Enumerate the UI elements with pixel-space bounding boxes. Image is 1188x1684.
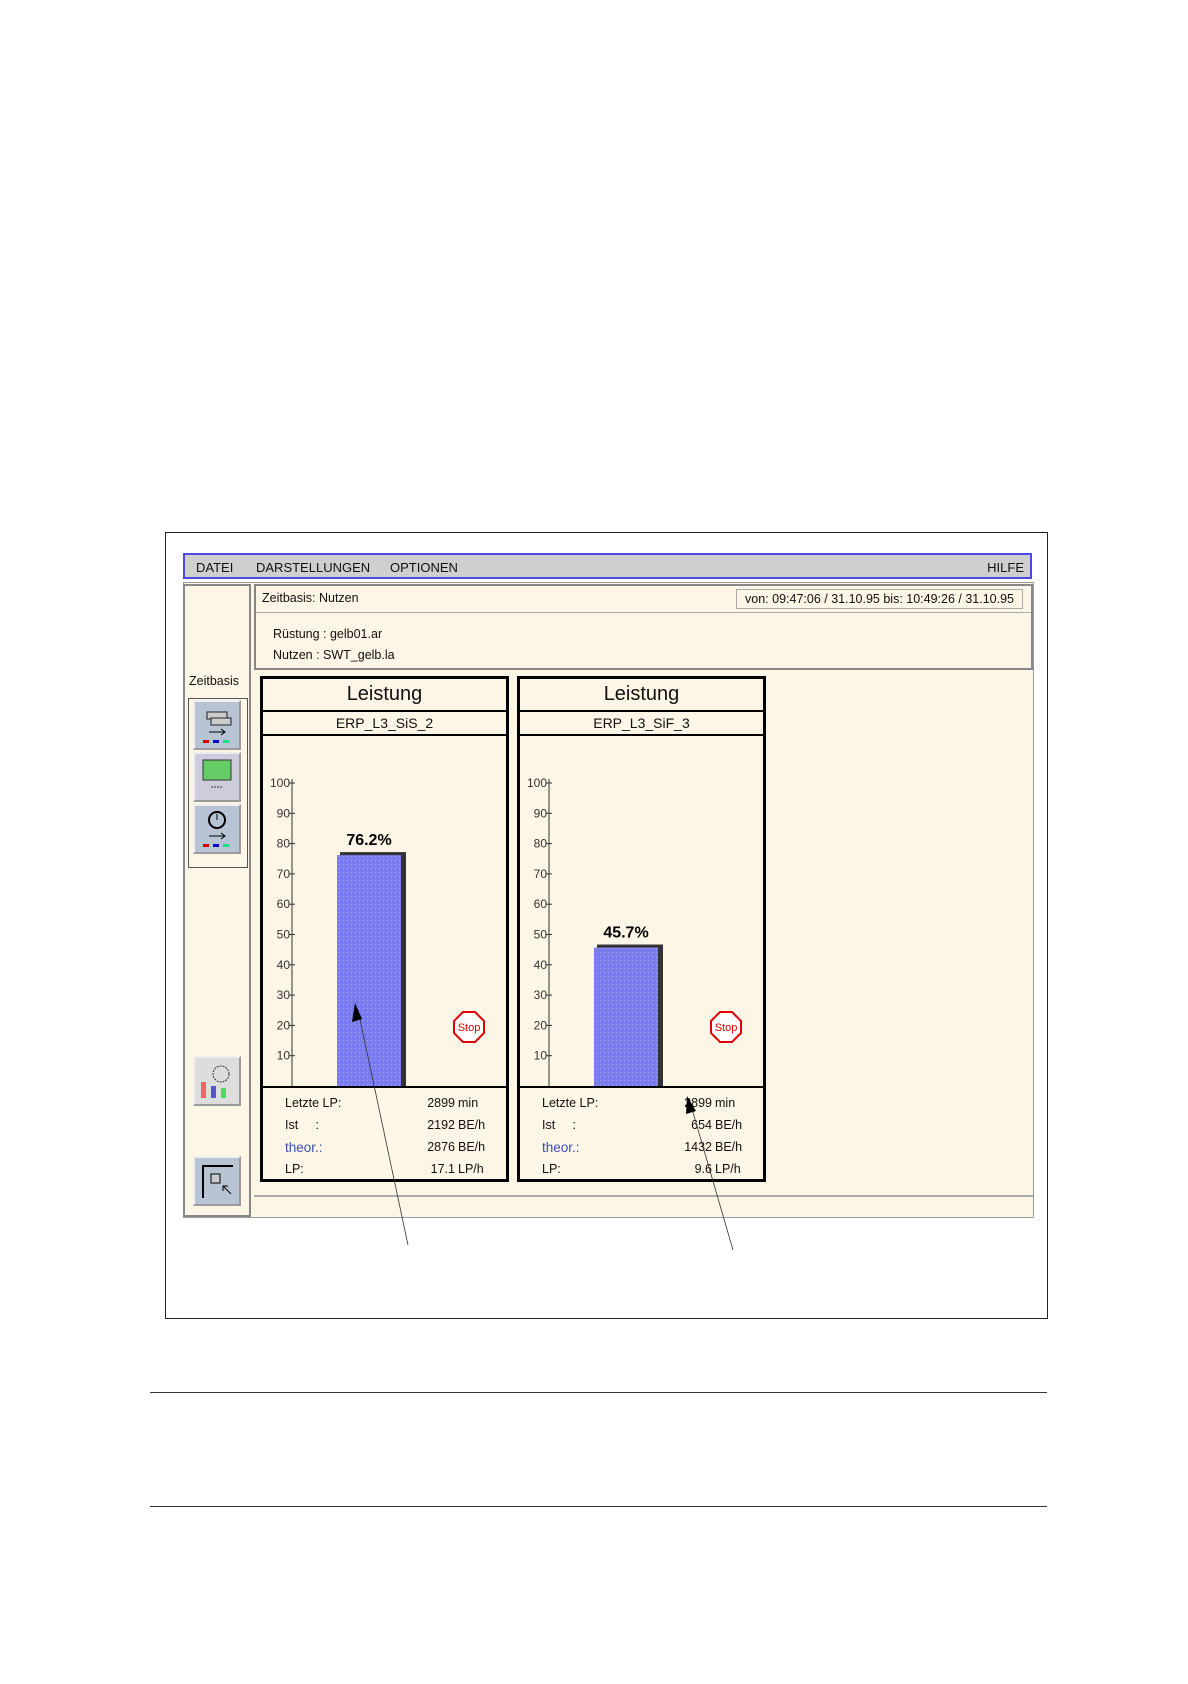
- y-tick-label: 20: [277, 1018, 291, 1032]
- y-tick-label: 90: [534, 806, 548, 820]
- stat-unit: BE/h: [715, 1140, 743, 1154]
- stat-label: Ist :: [285, 1118, 320, 1132]
- leistung-panel-1: Leistung ERP_L3_SiS_2 10 20 30 40 50 60 70 80 90…: [260, 676, 509, 1182]
- stat-row: Letzte LP: 2899 min: [285, 1096, 506, 1118]
- stat-label: theor.:: [542, 1140, 580, 1155]
- bar-chart: 10 20 30 40 50 60 70 80 90 100 76.2% Stop: [270, 776, 485, 1086]
- stack-arrow-icon[interactable]: [193, 700, 241, 750]
- menu-hilfe[interactable]: HILFE: [987, 560, 1024, 575]
- stat-value: 2192: [427, 1118, 455, 1132]
- stat-unit: BE/h: [458, 1118, 486, 1132]
- y-tick-label: 10: [534, 1049, 548, 1063]
- menu-datei[interactable]: DATEI: [196, 560, 234, 575]
- y-tick-label: 60: [277, 897, 291, 911]
- stat-row: LP: 17.1 LP/h: [285, 1162, 506, 1184]
- y-tick-label: 20: [534, 1018, 548, 1032]
- stop-icon: Stop: [453, 1011, 485, 1043]
- figure-frame: [165, 532, 1048, 1319]
- y-tick-label: 100: [270, 776, 290, 790]
- bar-value-label: 45.7%: [603, 925, 648, 942]
- panel-title: Leistung: [263, 679, 506, 712]
- divider: [150, 1392, 1047, 1393]
- stat-row: Ist : 654 BE/h: [542, 1118, 763, 1140]
- stat-value: 654: [691, 1118, 712, 1132]
- y-tick-label: 40: [277, 958, 291, 972]
- stat-value: 9.6: [694, 1162, 712, 1176]
- menu-optionen[interactable]: OPTIONEN: [390, 560, 458, 575]
- bar-value-label: 76.2%: [346, 832, 391, 849]
- stat-unit: LP/h: [458, 1162, 484, 1176]
- y-tick-label: 30: [534, 988, 548, 1002]
- y-tick-label: 90: [277, 806, 291, 820]
- header-panel: Zeitbasis: Nutzen von: 09:47:06 / 31.10.…: [254, 584, 1033, 670]
- stat-unit: BE/h: [715, 1118, 743, 1132]
- stats-table: Letzte LP: 2899 min Ist : 654 BE/h theor.:…: [520, 1086, 763, 1179]
- bar: [337, 855, 401, 1086]
- panel-subtitle: ERP_L3_SiF_3: [520, 712, 763, 736]
- stat-label: Ist :: [542, 1118, 577, 1132]
- stat-row: theor.: 2876 BE/h: [285, 1140, 506, 1162]
- stat-row: theor.: 1432 BE/h: [542, 1140, 763, 1162]
- stat-value: 17.1: [430, 1162, 455, 1176]
- stop-label: Stop: [715, 1022, 738, 1034]
- stat-unit: min: [715, 1096, 736, 1110]
- y-tick-label: 60: [534, 897, 548, 911]
- y-tick-label: 30: [277, 988, 291, 1002]
- select-cursor-icon[interactable]: [193, 1156, 241, 1206]
- nutzen-label: Nutzen : SWT_gelb.la: [273, 648, 395, 662]
- y-tick-label: 80: [277, 837, 291, 851]
- stat-label: Letzte LP:: [285, 1096, 342, 1110]
- stat-unit: LP/h: [715, 1162, 741, 1176]
- y-tick-label: 80: [534, 837, 548, 851]
- panel-subtitle: ERP_L3_SiS_2: [263, 712, 506, 736]
- sidebar: Zeitbasis: [183, 584, 251, 1217]
- panel-title: Leistung: [520, 679, 763, 712]
- menu-darstellungen[interactable]: DARSTELLUNGEN: [256, 560, 371, 575]
- y-tick-label: 100: [527, 776, 547, 790]
- stat-label: LP:: [542, 1162, 561, 1176]
- ruestung-label: Rüstung : gelb01.ar: [273, 627, 383, 641]
- stat-unit: BE/h: [458, 1140, 486, 1154]
- stat-value: 2876: [427, 1140, 455, 1154]
- bar: [594, 947, 658, 1086]
- y-tick-label: 70: [277, 867, 291, 881]
- stat-label: LP:: [285, 1162, 304, 1176]
- sidebar-label: Zeitbasis: [189, 674, 240, 688]
- bar-chart: 10 20 30 40 50 60 70 80 90 100 45.7% Stop: [527, 776, 742, 1086]
- monitor-icon[interactable]: [193, 752, 241, 802]
- stat-row: LP: 9.6 LP/h: [542, 1162, 763, 1184]
- stat-label: theor.:: [285, 1140, 323, 1155]
- stats-table: Letzte LP: 2899 min Ist : 2192 BE/h theor.…: [263, 1086, 506, 1179]
- stop-icon: Stop: [710, 1011, 742, 1043]
- stat-row: Letzte LP: 2899 min: [542, 1096, 763, 1118]
- divider: [150, 1506, 1047, 1507]
- leistung-panel-2: Leistung ERP_L3_SiF_3 10 20 30 40 50 60 70 80 90…: [517, 676, 766, 1182]
- y-tick-label: 70: [534, 867, 548, 881]
- y-tick-label: 10: [277, 1049, 291, 1063]
- y-tick-label: 50: [277, 928, 291, 942]
- time-range: von: 09:47:06 / 31.10.95 bis: 10:49:26 /…: [736, 589, 1023, 609]
- stat-value: 2899: [684, 1096, 712, 1110]
- stat-value: 1432: [684, 1140, 712, 1154]
- stop-label: Stop: [458, 1022, 481, 1034]
- stat-row: Ist : 2192 BE/h: [285, 1118, 506, 1140]
- stat-unit: min: [458, 1096, 479, 1110]
- y-tick-label: 40: [534, 958, 548, 972]
- stat-value: 2899: [427, 1096, 455, 1110]
- menu-bar: DATEI DARSTELLUNGEN OPTIONEN HILFE: [183, 553, 1032, 579]
- chart-clock-icon[interactable]: [193, 1056, 241, 1106]
- zeitbasis-label: Zeitbasis: Nutzen: [262, 591, 359, 605]
- clock-arrow-icon[interactable]: [193, 804, 241, 854]
- stat-label: Letzte LP:: [542, 1096, 599, 1110]
- status-bar: [254, 1195, 1033, 1217]
- y-tick-label: 50: [534, 928, 548, 942]
